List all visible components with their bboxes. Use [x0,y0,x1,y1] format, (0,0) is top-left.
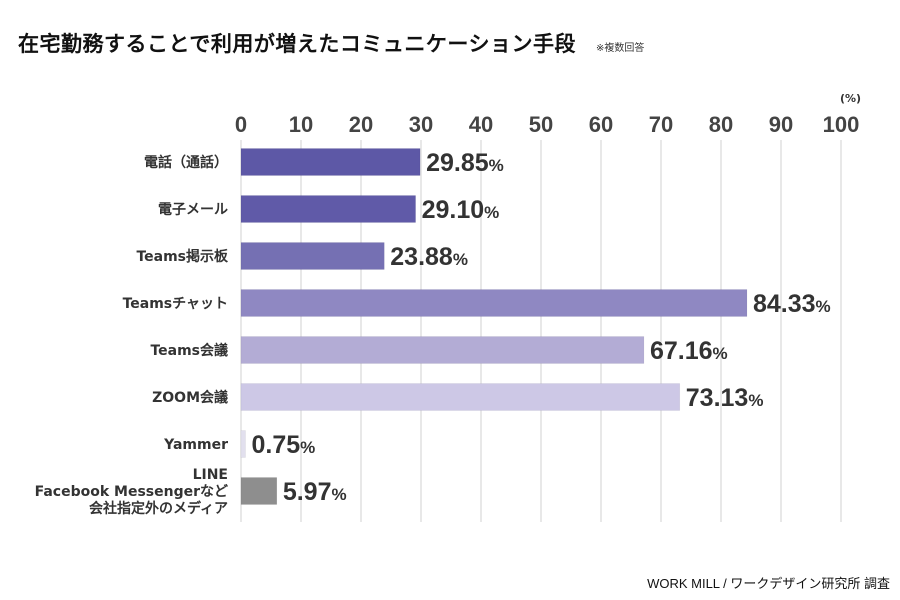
bar [240,242,385,270]
source-label: WORK MILL / ワークデザイン研究所 調査 [647,576,890,591]
category-label: 会社指定外のメディア [89,500,228,517]
value-unit: % [489,156,504,175]
category-label: 電話（通話） [144,154,228,171]
value-label: 23.88% [390,243,468,271]
category-labels: 電話（通話） 電子メール Teams掲示板 Teamsチャット Teams会議 ZOOM会… [35,154,229,517]
value-label: 84.33% [753,290,831,318]
x-tick-label: 40 [469,112,493,137]
bar [240,289,748,317]
bar [240,336,645,364]
value-label: 5.97% [283,478,347,506]
bar [240,383,681,411]
value-label: 29.10% [422,196,500,224]
category-label: 電子メール [158,201,228,218]
value-number: 84.33 [753,290,816,318]
value-label: 29.85% [426,149,504,177]
x-tick-label: 80 [709,112,733,137]
x-tick-label: 0 [235,112,247,137]
x-tick-label: 90 [769,112,793,137]
category-label: LINE [193,467,228,483]
x-tick-label: 20 [349,112,373,137]
x-tick-label: 70 [649,112,673,137]
category-label: ZOOM会議 [152,389,228,406]
value-unit: % [816,297,831,316]
value-number: 5.97 [283,478,332,506]
x-tick-label: 10 [289,112,313,137]
title-row: 在宅勤務することで利用が増えたコミュニケーション手段 ※複数回答 [18,28,644,58]
value-number: 29.85 [426,149,489,177]
category-label: Facebook Messengerなど [35,484,228,500]
x-tick-label: 50 [529,112,553,137]
x-axis-ticks: 0 10 20 30 40 50 60 70 80 90 100 [235,112,859,137]
bar [240,430,246,458]
category-label: Yammer [163,437,228,453]
value-number: 67.16 [650,337,713,365]
value-unit: % [453,250,468,269]
x-tick-label: 60 [589,112,613,137]
category-label: Teams掲示板 [136,248,229,265]
bar [240,148,421,176]
value-number: 73.13 [686,384,749,412]
x-tick-label: 100 [823,112,860,137]
chart-note: ※複数回答 [595,43,645,54]
value-labels: 29.85%29.10%23.88%84.33%67.16%73.13%0.75… [252,149,831,506]
value-label: 73.13% [686,384,764,412]
value-unit: % [300,438,315,457]
bar [240,477,278,505]
value-number: 23.88 [390,243,453,271]
x-tick-label: 30 [409,112,433,137]
bar [240,195,416,223]
value-number: 0.75 [252,431,301,459]
value-unit: % [713,344,728,363]
chart-title: 在宅勤務することで利用が増えたコミュニケーション手段 [18,32,576,56]
value-unit: % [748,391,763,410]
value-unit: % [484,203,499,222]
category-label: Teamsチャット [123,296,228,312]
value-label: 67.16% [650,337,728,365]
bars [240,148,748,505]
value-number: 29.10 [422,196,485,224]
value-label: 0.75% [252,431,316,459]
category-label: Teams会議 [150,342,228,359]
value-unit: % [331,485,346,504]
unit-label: (%) [840,92,862,105]
